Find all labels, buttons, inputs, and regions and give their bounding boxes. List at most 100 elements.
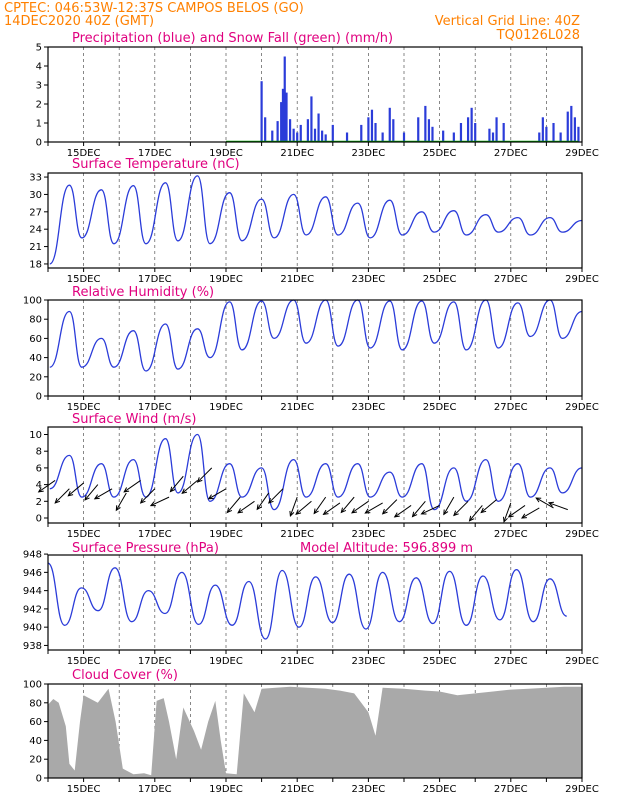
wind-vector [508,505,526,518]
precip-bar [442,130,445,142]
pressure-ytick-label: 944 [23,586,42,597]
pressure-xtick-label: 29DEC [565,656,599,667]
precip-bar [288,119,292,142]
precip-bar [417,117,420,142]
wind-vector-head [54,498,61,504]
temp-xtick-label: 27DEC [494,274,528,285]
rh-xtick-label: 15DEC [67,402,101,413]
temp-frame [47,172,583,269]
cloud-ytick-label: 100 [23,680,42,691]
temp-ytick-label: 18 [29,259,42,270]
wind-line [49,433,583,511]
precip-bar [392,119,395,142]
pressure-annotation: Model Altitude: 596.899 m [300,541,473,556]
wind-vector [38,480,56,493]
cloud-xtick-label: 23DEC [352,784,386,795]
precip-bar [577,126,580,142]
wind-xtick-label: 17DEC [138,529,172,540]
temp-panel: Surface Temperature (nC) 15DEC 17DEC 19DEC 2… [29,157,599,285]
rh-xtick-label: 29DEC [565,402,599,413]
precip-bar [317,113,320,142]
wind-vector-head [503,516,508,523]
pressure-xtick-label: 17DEC [138,656,172,667]
wind-vector-head [340,507,347,514]
wind-xtick-label: 15DEC [67,529,101,540]
precip-bar [280,102,283,142]
wind-vector-head [115,505,121,512]
temp-xtick-label: 17DEC [138,274,172,285]
panels-group: Precipitation (blue) and Snow Fall (gree… [23,31,599,795]
precip-xtick-label: 27DEC [494,148,528,159]
wind-vector [181,480,198,494]
pressure-xtick-label: 21DEC [280,656,314,667]
cloud-ytick-label: 0 [36,774,42,785]
rh-ytick-label: 80 [29,315,42,326]
wind-vector [503,502,512,522]
pressure-ytick-label: 942 [23,604,42,615]
cloud-xtick-label: 29DEC [565,784,599,795]
wind-ytick-label: 0 [36,513,42,524]
pressure-panel: Surface Pressure (hPa) Model Altitude: 59… [23,541,599,667]
wind-vector-head [453,510,459,517]
precip-ytick-label: 0 [36,138,42,149]
rh-ytick-label: 40 [29,353,42,364]
wind-vector-head [420,509,427,515]
precip-bar [260,81,263,142]
header-grid-line: Vertical Grid Line: 40Z [435,14,580,29]
wind-xtick-label: 19DEC [209,529,243,540]
precip-bar [545,126,548,142]
header-date: 14DEC2020 40Z (GMT) [4,14,154,29]
precip-bar [281,88,285,142]
pressure-ytick-label: 946 [23,568,42,579]
wind-vector [227,496,241,513]
pressure-ytick-label: 938 [23,641,42,652]
wind-vector [289,496,298,517]
precip-bar [367,117,370,142]
cloud-xtick-label: 21DEC [280,784,314,795]
precip-bar [573,117,576,142]
cloud-panel: Cloud Cover (%) 15DEC 17DEC 19DEC 21DEC 23DEC… [23,668,599,795]
wind-vector [535,497,554,509]
temp-ytick-label: 24 [29,225,42,236]
temp-title: Surface Temperature (nC) [72,157,240,172]
wind-vector-head [381,508,388,515]
pressure-ytick-label: 940 [23,623,42,634]
wind-vector [480,499,497,513]
precip-bar [321,130,324,142]
rh-line [49,299,583,372]
rh-ytick-label: 60 [29,334,42,345]
pressure-xtick-label: 15DEC [67,656,101,667]
cloud-xtick-label: 15DEC [67,784,101,795]
wind-vector [323,502,341,515]
temp-xtick-label: 19DEC [209,274,243,285]
precip-bar [466,117,470,142]
precip-title: Precipitation (blue) and Snow Fall (gree… [72,31,393,46]
precip-bar [271,130,274,142]
wind-vector-head [267,498,274,504]
rh-xtick-label: 25DEC [423,402,457,413]
precip-xtick-label: 29DEC [565,148,599,159]
pressure-frame [47,554,583,651]
wind-vector-head [256,504,262,511]
wind-vector-head [196,477,203,483]
precip-bar [491,132,495,142]
wind-frame [47,426,583,524]
wind-vector [295,500,312,515]
precip-bar [424,105,427,142]
temp-ytick-label: 21 [29,242,42,253]
precip-bar [570,105,573,142]
precip-bar [559,132,562,142]
wind-vector-head [295,509,302,515]
precip-ytick-label: 4 [36,62,42,73]
wind-vector [123,480,141,493]
precip-bar [502,123,505,142]
wind-vector [382,499,398,515]
precip-bar [324,134,327,142]
cloud-ytick-label: 20 [29,755,42,766]
wind-vector [140,488,156,504]
rh-xtick-label: 17DEC [138,402,172,413]
precip-bar [427,119,431,142]
precip-bar [381,132,384,142]
wind-vector-head [322,509,329,516]
wind-vector [94,488,113,500]
